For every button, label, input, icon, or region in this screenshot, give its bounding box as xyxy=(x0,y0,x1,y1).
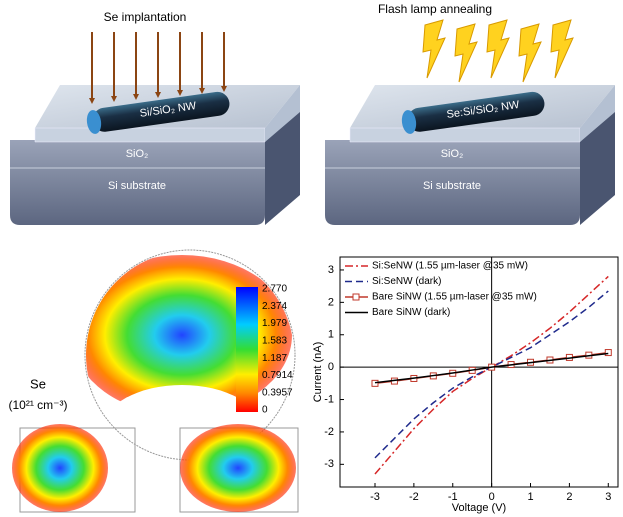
substrate-label: Si substrate xyxy=(423,180,481,192)
y-tick-label: 2 xyxy=(328,296,334,308)
x-tick-label: -3 xyxy=(370,491,380,503)
x-axis-label: Voltage (V) xyxy=(452,502,506,514)
y-tick-label: 3 xyxy=(328,264,334,276)
glass-front xyxy=(35,128,265,142)
legend-label: Si:SeNW (dark) xyxy=(372,276,441,287)
colorbar-tick-label: 1.979 xyxy=(262,318,287,329)
figure: Si/SiO₂ NWSiO₂Si substrateSe implantatio… xyxy=(0,0,623,517)
colorbar xyxy=(236,287,258,412)
process-label: Flash lamp annealing xyxy=(378,2,492,16)
legend-label: Si:SeNW (1.55 µm-laser @35 mW) xyxy=(372,261,528,272)
legend-marker xyxy=(353,294,359,300)
y-tick-label: 1 xyxy=(328,329,334,341)
x-tick-label: 1 xyxy=(527,491,533,503)
glass-front xyxy=(350,128,580,142)
flash-bolt xyxy=(487,20,509,78)
legend-label: Bare SiNW (dark) xyxy=(372,307,450,318)
legend-label: Bare SiNW (1.55 µm-laser @35 mW) xyxy=(372,292,537,303)
colorbar-tick-label: 2.374 xyxy=(262,301,287,312)
layer-label: SiO₂ xyxy=(126,148,149,160)
slice-map xyxy=(12,424,108,512)
composition-map: Se (10²¹ cm⁻³) xyxy=(9,250,299,512)
series-marker xyxy=(605,350,611,356)
colorbar-tick-label: 0 xyxy=(262,405,268,416)
slice-map xyxy=(180,424,296,512)
x-tick-label: 2 xyxy=(566,491,572,503)
x-tick-label: -2 xyxy=(409,491,419,503)
flash-bolt xyxy=(551,20,573,78)
layer-label: SiO₂ xyxy=(441,148,464,160)
y-tick-label: 0 xyxy=(328,361,334,373)
flash-bolt xyxy=(519,24,541,82)
y-axis-label: Current (nA) xyxy=(312,342,324,403)
y-tick-label: -2 xyxy=(324,426,334,438)
process-label: Se implantation xyxy=(104,10,187,24)
colorbar-tick-label: 0.7914 xyxy=(262,370,293,381)
x-tick-label: 3 xyxy=(605,491,611,503)
colorbar-tick-label: 1.583 xyxy=(262,335,287,346)
y-tick-label: -1 xyxy=(324,393,334,405)
colorbar-tick-label: 1.187 xyxy=(262,353,287,364)
flash-bolt xyxy=(455,24,477,82)
colorbar-tick-label: 2.770 xyxy=(262,284,287,295)
substrate-label: Si substrate xyxy=(108,180,166,192)
colorbar-tick-label: 0.3957 xyxy=(262,387,293,398)
y-tick-label: -3 xyxy=(324,458,334,470)
element-label: Se xyxy=(30,376,46,391)
series-marker xyxy=(372,380,378,386)
unit-label: (10²¹ cm⁻³) xyxy=(9,398,68,412)
flash-bolt xyxy=(423,20,445,78)
